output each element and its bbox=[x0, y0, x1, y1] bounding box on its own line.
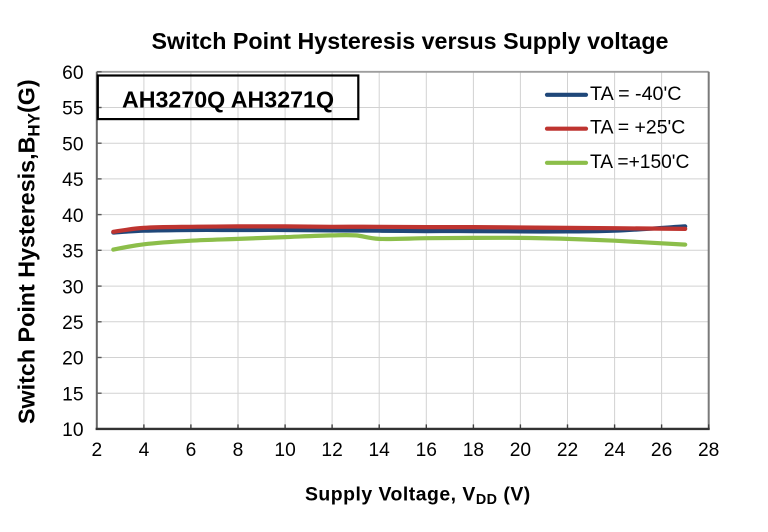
svg-text:22: 22 bbox=[557, 440, 578, 461]
svg-text:14: 14 bbox=[369, 440, 391, 461]
svg-text:TA =+150'C: TA =+150'C bbox=[590, 152, 689, 173]
svg-text:45: 45 bbox=[62, 170, 83, 191]
svg-text:24: 24 bbox=[604, 440, 626, 461]
svg-text:10: 10 bbox=[274, 440, 295, 461]
svg-text:40: 40 bbox=[62, 206, 83, 227]
svg-text:2: 2 bbox=[91, 440, 102, 461]
svg-text:16: 16 bbox=[416, 440, 437, 461]
svg-text:8: 8 bbox=[233, 440, 244, 461]
svg-text:6: 6 bbox=[186, 440, 197, 461]
svg-text:26: 26 bbox=[651, 440, 672, 461]
svg-text:55: 55 bbox=[62, 99, 83, 120]
svg-text:50: 50 bbox=[62, 134, 83, 155]
svg-text:4: 4 bbox=[139, 440, 150, 461]
svg-text:60: 60 bbox=[62, 63, 83, 84]
svg-text:15: 15 bbox=[62, 384, 83, 405]
svg-text:AH3270Q AH3271Q: AH3270Q AH3271Q bbox=[122, 87, 334, 113]
svg-text:20: 20 bbox=[62, 349, 83, 370]
svg-text:35: 35 bbox=[62, 242, 83, 263]
svg-text:TA = +25'C: TA = +25'C bbox=[590, 118, 685, 139]
svg-text:28: 28 bbox=[698, 440, 719, 461]
svg-text:20: 20 bbox=[510, 440, 531, 461]
svg-text:25: 25 bbox=[62, 313, 83, 334]
svg-text:TA = -40'C: TA = -40'C bbox=[590, 84, 682, 105]
svg-text:Switch Point Hysteresis versus: Switch Point Hysteresis versus Supply vo… bbox=[152, 28, 669, 54]
svg-text:Switch Point Hysteresis,BHY(G): Switch Point Hysteresis,BHY(G) bbox=[13, 79, 43, 424]
svg-text:Supply Voltage, VDD (V): Supply Voltage, VDD (V) bbox=[305, 483, 531, 508]
svg-text:18: 18 bbox=[463, 440, 484, 461]
svg-text:12: 12 bbox=[321, 440, 342, 461]
svg-text:30: 30 bbox=[62, 277, 83, 298]
svg-text:10: 10 bbox=[62, 420, 83, 441]
